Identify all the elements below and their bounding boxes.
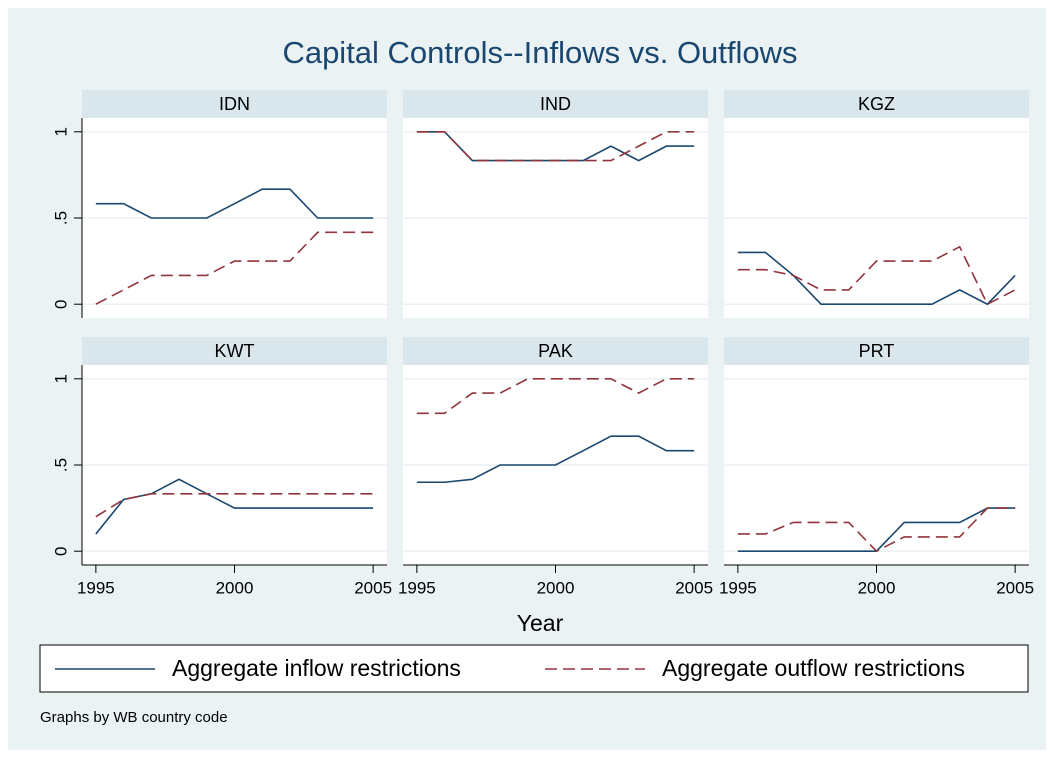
series-line xyxy=(95,188,374,219)
panel-strip xyxy=(403,337,708,365)
series-line xyxy=(737,507,1016,553)
panel-strip xyxy=(724,337,1029,365)
chart-title: Capital Controls--Inflows vs. Outflows xyxy=(282,35,797,70)
y-tick-label: 0 xyxy=(51,299,70,308)
x-tick-label: 1995 xyxy=(77,578,115,597)
x-tick-label: 1995 xyxy=(398,578,436,597)
x-tick-label: 2005 xyxy=(675,578,713,597)
panel-title: IDN xyxy=(219,94,250,114)
y-tick-label: 1 xyxy=(51,374,70,383)
x-tick-label: 2000 xyxy=(216,578,254,597)
series-line xyxy=(416,377,695,415)
series-line xyxy=(416,435,695,484)
y-tick-label: .5 xyxy=(51,458,70,472)
panel-title: PRT xyxy=(859,341,895,361)
legend-box xyxy=(39,644,1029,693)
y-tick-label: 0 xyxy=(51,546,70,555)
panel-strip xyxy=(82,90,387,118)
note: Graphs by WB country code xyxy=(40,709,228,726)
y-tick-label: .5 xyxy=(51,211,70,225)
series-line xyxy=(95,231,374,305)
series-line xyxy=(416,130,695,162)
x-tick-label: 2000 xyxy=(858,578,896,597)
legend-label: Aggregate inflow restrictions xyxy=(172,655,461,681)
panel-title: PAK xyxy=(538,341,573,361)
series-line xyxy=(737,245,1016,306)
x-tick-label: 2005 xyxy=(354,578,392,597)
x-tick-label: 2000 xyxy=(537,578,575,597)
legend-label: Aggregate outflow restrictions xyxy=(662,655,965,681)
panel-title: IND xyxy=(540,94,571,114)
panel-strip xyxy=(82,337,387,365)
y-tick-label: 1 xyxy=(51,127,70,136)
series-line xyxy=(95,492,374,518)
x-tick-label: 2005 xyxy=(996,578,1034,597)
panel-strip xyxy=(724,90,1029,118)
panel-strip xyxy=(403,90,708,118)
x-tick-label: 1995 xyxy=(719,578,757,597)
panel-title: KGZ xyxy=(858,94,895,114)
panel-title: KWT xyxy=(215,341,255,361)
series-line xyxy=(95,478,374,535)
x-axis-title: Year xyxy=(517,610,564,636)
series-line xyxy=(737,251,1016,306)
